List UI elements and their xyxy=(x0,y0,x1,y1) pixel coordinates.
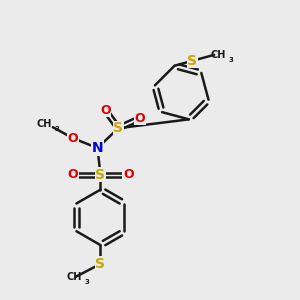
Text: 3: 3 xyxy=(229,57,233,63)
Text: O: O xyxy=(123,168,134,181)
Text: S: S xyxy=(188,54,197,68)
Text: O: O xyxy=(68,168,78,181)
Text: 3: 3 xyxy=(84,279,89,285)
Text: O: O xyxy=(68,132,78,145)
Text: S: S xyxy=(95,168,106,182)
Text: S: S xyxy=(95,257,106,271)
Text: 3: 3 xyxy=(54,126,59,132)
Text: O: O xyxy=(100,104,111,117)
Text: CH: CH xyxy=(210,50,226,60)
Text: N: N xyxy=(92,141,103,155)
Text: S: S xyxy=(113,121,123,135)
Text: CH: CH xyxy=(66,272,81,282)
Text: O: O xyxy=(135,112,146,125)
Text: CH: CH xyxy=(36,119,52,129)
